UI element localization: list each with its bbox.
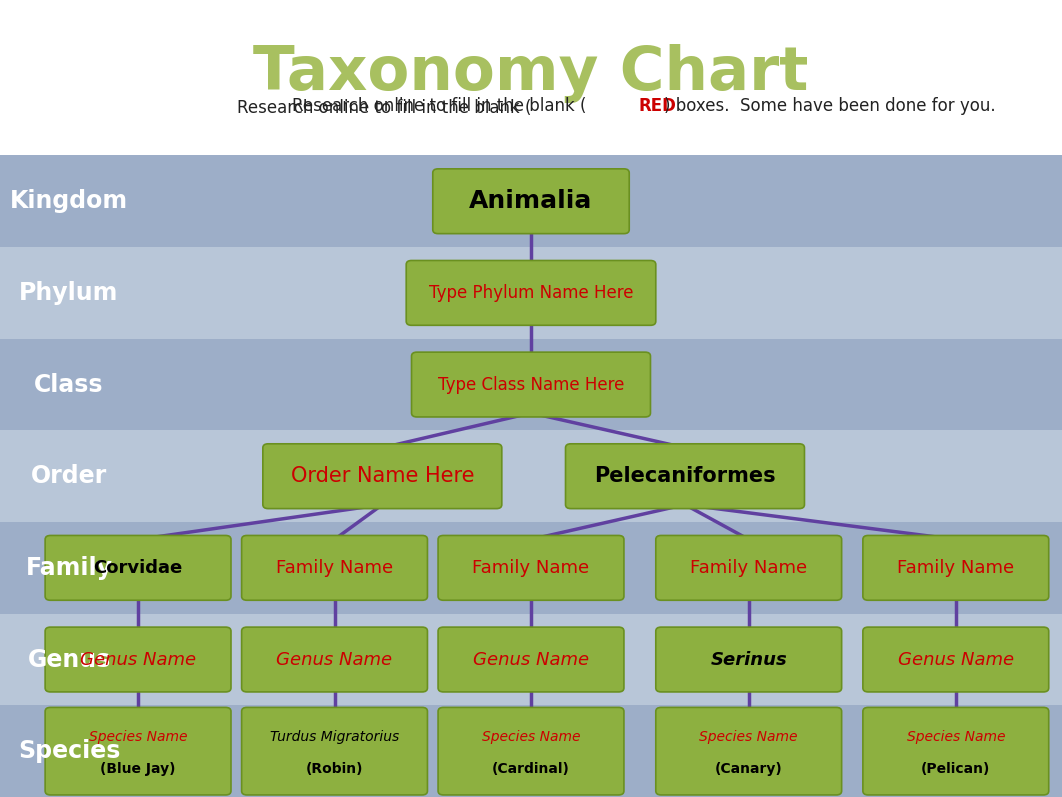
Text: Family Name: Family Name	[473, 559, 589, 577]
Text: Species Name: Species Name	[482, 730, 580, 744]
FancyBboxPatch shape	[438, 536, 624, 600]
Text: Family Name: Family Name	[897, 559, 1014, 577]
FancyBboxPatch shape	[45, 536, 232, 600]
Bar	[0, 614, 1062, 705]
Text: Animalia: Animalia	[469, 189, 593, 214]
Text: Serinus: Serinus	[710, 650, 787, 669]
Bar	[0, 705, 1062, 797]
Text: Family Name: Family Name	[276, 559, 393, 577]
FancyBboxPatch shape	[655, 627, 841, 692]
FancyBboxPatch shape	[438, 708, 624, 795]
Text: Research online to fill in the blank (: Research online to fill in the blank (	[237, 99, 531, 117]
Text: Species Name: Species Name	[907, 730, 1005, 744]
Bar	[0, 339, 1062, 430]
Text: Type Class Name Here: Type Class Name Here	[438, 375, 624, 394]
FancyBboxPatch shape	[438, 627, 624, 692]
Bar	[0, 522, 1062, 614]
Bar	[0, 155, 1062, 247]
Text: (Robin): (Robin)	[306, 762, 363, 775]
Text: Order: Order	[31, 464, 107, 489]
FancyBboxPatch shape	[862, 536, 1049, 600]
FancyBboxPatch shape	[45, 627, 232, 692]
Text: (Blue Jay): (Blue Jay)	[100, 762, 176, 775]
Text: ) boxes.  Some have been done for you.: ) boxes. Some have been done for you.	[664, 97, 995, 116]
FancyBboxPatch shape	[433, 169, 629, 234]
Bar	[0, 430, 1062, 522]
Text: (Canary): (Canary)	[715, 762, 783, 775]
Text: Genus Name: Genus Name	[897, 650, 1014, 669]
Text: Species: Species	[18, 739, 120, 764]
Text: RED: RED	[638, 97, 676, 116]
Text: Pelecaniformes: Pelecaniformes	[594, 466, 776, 486]
Text: Genus Name: Genus Name	[80, 650, 196, 669]
FancyBboxPatch shape	[262, 444, 501, 508]
Text: Order Name Here: Order Name Here	[291, 466, 474, 486]
Text: Family: Family	[25, 556, 113, 580]
Bar	[0, 247, 1062, 339]
Text: Genus Name: Genus Name	[276, 650, 393, 669]
Text: Genus Name: Genus Name	[473, 650, 589, 669]
FancyBboxPatch shape	[565, 444, 804, 508]
Text: Type Phylum Name Here: Type Phylum Name Here	[429, 284, 633, 302]
Text: Research online to fill in the blank (: Research online to fill in the blank (	[292, 97, 586, 116]
Text: Species Name: Species Name	[700, 730, 798, 744]
Text: Phylum: Phylum	[19, 281, 119, 305]
FancyBboxPatch shape	[412, 352, 650, 417]
Text: Genus: Genus	[28, 647, 110, 672]
FancyBboxPatch shape	[655, 708, 841, 795]
FancyBboxPatch shape	[241, 536, 427, 600]
Text: Family Name: Family Name	[690, 559, 807, 577]
Text: Turdus Migratorius: Turdus Migratorius	[270, 730, 399, 744]
Text: (Pelican): (Pelican)	[921, 762, 991, 775]
FancyBboxPatch shape	[655, 536, 841, 600]
Text: Class: Class	[34, 372, 104, 397]
Text: (Cardinal): (Cardinal)	[492, 762, 570, 775]
Text: Corvidae: Corvidae	[93, 559, 183, 577]
Text: Species Name: Species Name	[89, 730, 187, 744]
FancyBboxPatch shape	[406, 261, 656, 325]
FancyBboxPatch shape	[862, 708, 1049, 795]
Text: Kingdom: Kingdom	[10, 189, 129, 214]
Text: Taxonomy Chart: Taxonomy Chart	[254, 44, 808, 103]
FancyBboxPatch shape	[45, 708, 232, 795]
FancyBboxPatch shape	[241, 627, 427, 692]
FancyBboxPatch shape	[241, 708, 427, 795]
FancyBboxPatch shape	[862, 627, 1049, 692]
